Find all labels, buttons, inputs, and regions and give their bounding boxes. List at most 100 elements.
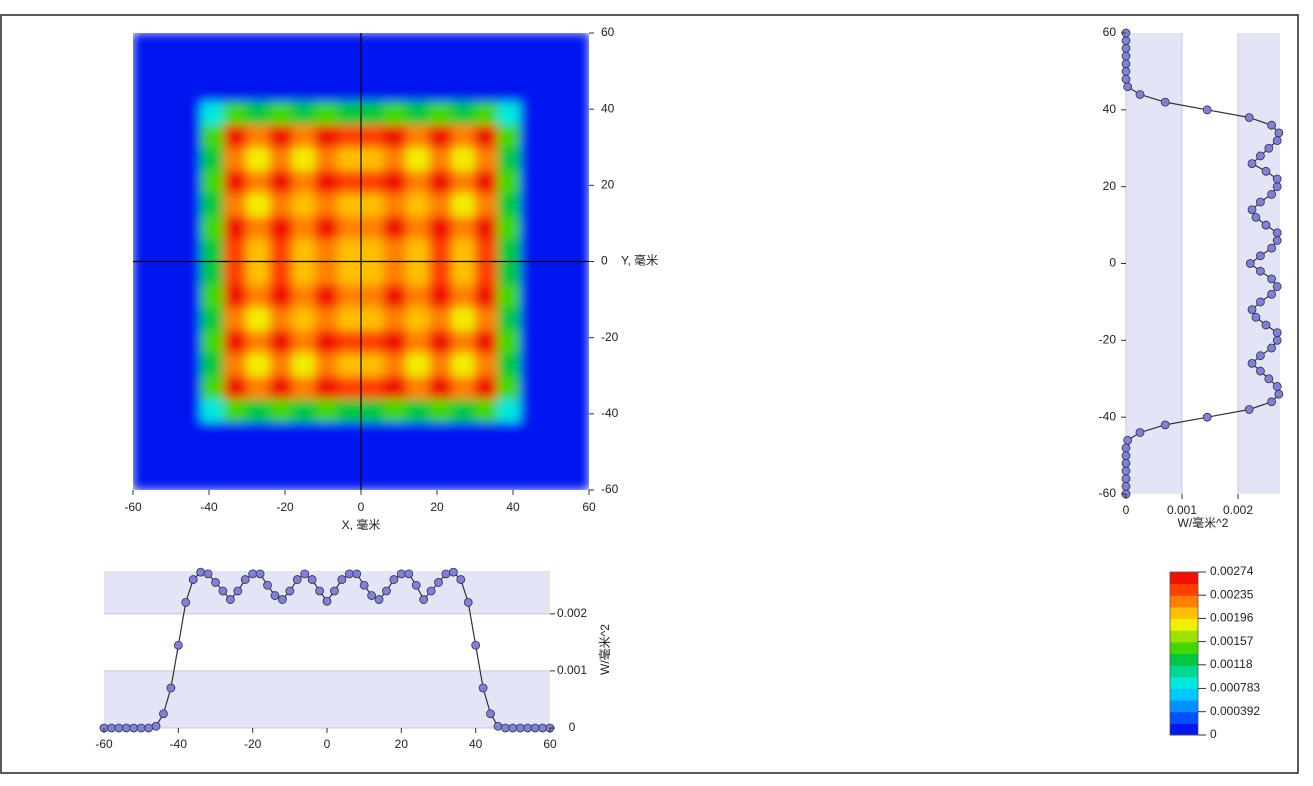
- data-point: [1267, 189, 1276, 199]
- data-point: [1247, 205, 1257, 215]
- heat-cell: [520, 123, 544, 148]
- heat-cell: [428, 261, 453, 285]
- heat-cell: [200, 101, 225, 125]
- heat-cell: [178, 329, 202, 354]
- data-point: [419, 595, 429, 604]
- heat-cell: [246, 215, 271, 240]
- heat-cell: [269, 398, 294, 422]
- heat-cell: [292, 443, 316, 468]
- heat-cell: [520, 101, 544, 125]
- y-tick-label: 0: [1109, 256, 1116, 270]
- heat-cell: [428, 123, 453, 148]
- heat-cell: [520, 78, 544, 103]
- heat-cell: [406, 306, 430, 331]
- heat-cell: [474, 329, 499, 354]
- data-point: [322, 596, 332, 606]
- heat-cell: [269, 55, 294, 80]
- heat-cell: [383, 192, 408, 217]
- data-point: [523, 723, 533, 733]
- heat-cell: [565, 123, 589, 148]
- heat-cell: [223, 466, 248, 490]
- data-point: [1135, 90, 1145, 99]
- heat-cell: [565, 283, 589, 308]
- heat-cell: [314, 261, 339, 285]
- heat-cell: [178, 123, 202, 148]
- heat-cell: [133, 306, 157, 331]
- colorbar-tick-label: 0.00196: [1210, 611, 1254, 625]
- x-tick-label: 0: [324, 737, 331, 751]
- heat-cell: [406, 420, 430, 445]
- heat-cell: [337, 101, 362, 125]
- heat-cell: [178, 306, 202, 331]
- data-point: [434, 578, 443, 587]
- heat-cell: [178, 169, 202, 194]
- heat-cell: [200, 146, 225, 171]
- heat-cell: [314, 329, 339, 354]
- heat-cell: [451, 306, 476, 331]
- heat-cell: [133, 398, 157, 422]
- data-point: [1121, 458, 1131, 468]
- heat-cell: [337, 146, 362, 171]
- heat-cell: [542, 101, 567, 125]
- heat-cell: [292, 283, 316, 308]
- heat-cell: [200, 352, 225, 377]
- data-point: [1274, 128, 1284, 138]
- data-point: [1251, 212, 1261, 222]
- heat-cell: [474, 215, 499, 240]
- heat-cell: [406, 123, 430, 148]
- heat-cell: [223, 261, 248, 285]
- heat-cell: [155, 420, 180, 445]
- data-point: [1121, 74, 1131, 84]
- data-point: [1272, 328, 1282, 338]
- heat-cell: [314, 352, 339, 377]
- data-point: [248, 569, 258, 579]
- heat-cell: [314, 101, 339, 125]
- heat-cell: [269, 306, 294, 331]
- heat-cell: [178, 420, 202, 445]
- heat-cell: [178, 101, 202, 125]
- heat-cell: [337, 192, 362, 217]
- data-point: [218, 586, 228, 596]
- heat-cell: [246, 283, 271, 308]
- data-point: [500, 723, 510, 733]
- heat-cell: [200, 215, 225, 240]
- heat-cell: [542, 215, 567, 240]
- data-point: [441, 569, 451, 579]
- heat-cell: [223, 306, 248, 331]
- heat-cell: [292, 329, 316, 354]
- colorbar-swatch: [1170, 618, 1198, 631]
- heat-cell: [406, 192, 430, 217]
- data-point: [188, 575, 198, 584]
- data-point: [344, 569, 354, 579]
- heat-cell: [314, 169, 339, 194]
- heat-cell: [337, 306, 362, 331]
- heat-cell: [497, 261, 522, 285]
- heat-cell: [565, 420, 589, 445]
- heat-cell: [383, 443, 408, 468]
- heat-cell: [565, 443, 589, 468]
- heat-cell: [497, 420, 522, 445]
- data-point: [1267, 274, 1276, 284]
- heat-cell: [451, 55, 476, 80]
- x-tick-label: 0: [358, 500, 365, 514]
- heat-cell: [292, 375, 316, 400]
- heat-cell: [223, 420, 248, 445]
- heat-cell: [223, 329, 248, 354]
- data-point: [1121, 59, 1131, 69]
- heat-cell: [155, 123, 180, 148]
- data-point: [1256, 366, 1265, 376]
- heat-cell: [178, 443, 202, 468]
- heat-cell: [337, 78, 362, 103]
- heat-cell: [292, 101, 316, 125]
- heat-cell: [178, 215, 202, 240]
- heat-cell: [223, 215, 248, 240]
- colorbar-swatch: [1170, 595, 1198, 608]
- heat-cell: [269, 169, 294, 194]
- heat-cell: [542, 352, 567, 377]
- heat-cell: [451, 352, 476, 377]
- heat-cell: [223, 123, 248, 148]
- colorbar-swatch: [1170, 572, 1198, 585]
- data-point: [1256, 297, 1265, 307]
- data-point: [1202, 412, 1212, 422]
- heat-cell: [383, 169, 408, 194]
